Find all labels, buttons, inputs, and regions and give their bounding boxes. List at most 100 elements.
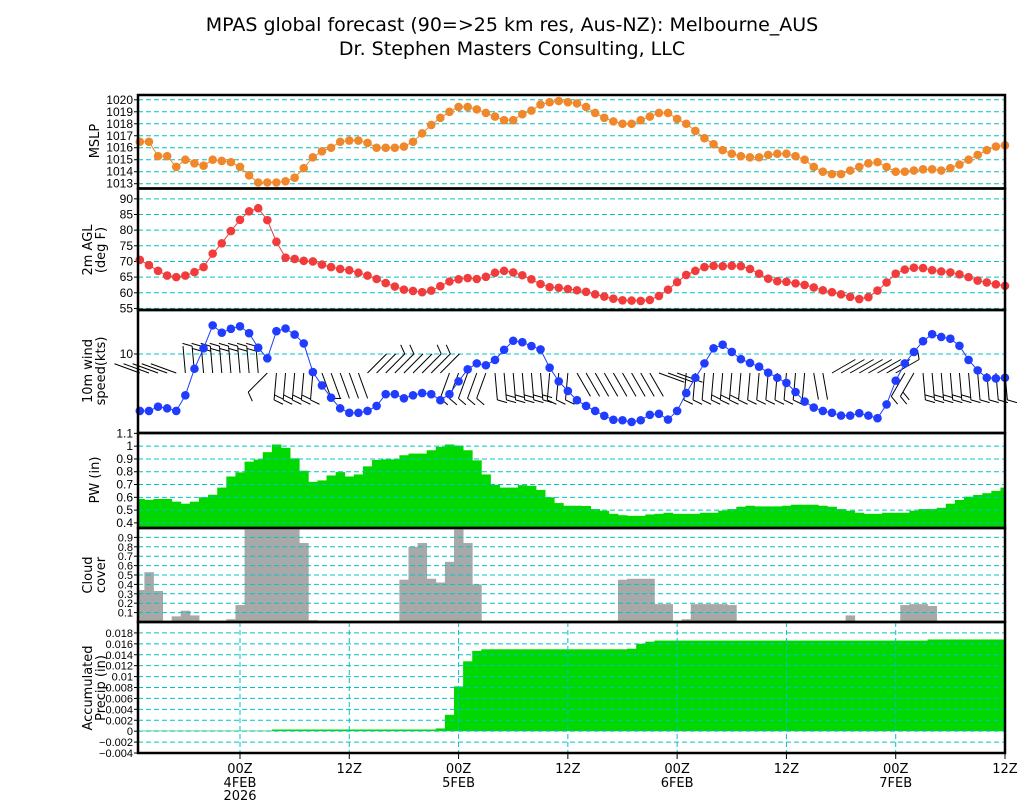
wind-barb (631, 372, 646, 397)
wind-barb (977, 372, 990, 404)
data-point (681, 388, 691, 398)
y-tick-label: 55 (120, 301, 134, 315)
data-point (527, 341, 536, 351)
wind-barb (367, 353, 387, 374)
bar (426, 729, 437, 732)
data-point (727, 261, 737, 271)
wind-barb (576, 372, 591, 397)
bar (417, 453, 428, 528)
data-point (882, 400, 891, 409)
bar (681, 640, 692, 732)
bar (991, 490, 1001, 528)
data-point (672, 406, 682, 416)
data-point (663, 285, 673, 294)
bar (736, 640, 746, 732)
data-point (235, 162, 245, 172)
y-tick-label: 80 (120, 223, 134, 237)
data-point (263, 354, 272, 363)
wind-barb (247, 372, 268, 402)
wind-barb (931, 372, 945, 404)
bar (144, 572, 154, 622)
bar (426, 450, 437, 528)
bar (781, 505, 792, 528)
data-point (791, 387, 800, 397)
bar (636, 515, 646, 528)
data-point (973, 150, 982, 160)
bar (162, 730, 173, 732)
wind-barb (412, 353, 433, 374)
wind-barb (376, 353, 397, 374)
bar (745, 640, 755, 732)
data-point (217, 156, 227, 166)
data-point (800, 155, 809, 165)
bar (381, 459, 391, 528)
data-point (946, 163, 955, 173)
bar (180, 610, 191, 622)
data-point (946, 268, 955, 277)
x-tick-date: 4FEB (224, 776, 257, 791)
data-point (235, 215, 245, 225)
data-point (472, 105, 482, 114)
data-point (754, 362, 764, 372)
wind-barb (949, 372, 963, 404)
y-tick-label: 1017 (106, 129, 133, 143)
wind-barb (182, 346, 186, 374)
data-point (436, 113, 445, 123)
bar (909, 640, 919, 732)
bar (326, 729, 337, 732)
data-point (399, 142, 409, 151)
data-point (791, 151, 800, 161)
data-point (627, 296, 636, 305)
data-point (363, 406, 372, 416)
wind-barb (540, 372, 553, 404)
bar (699, 512, 710, 528)
wind-barb (801, 372, 806, 400)
data-point (436, 281, 445, 291)
data-point (290, 254, 299, 264)
data-point (909, 166, 919, 175)
data-point (609, 415, 618, 425)
data-point (317, 260, 327, 269)
data-point (518, 337, 527, 347)
bar (171, 730, 182, 732)
data-point (390, 143, 400, 153)
y-tick-label: 0.8 (118, 542, 133, 554)
data-point (754, 153, 764, 162)
data-point (217, 239, 227, 248)
wind-barb (421, 344, 442, 374)
y-axis-label: Precip (in) (94, 655, 109, 721)
bar (463, 661, 473, 732)
data-point (454, 275, 463, 284)
data-point (162, 404, 172, 413)
panel-frame (136, 620, 1007, 755)
bar (727, 605, 737, 622)
data-point (190, 267, 199, 277)
bar (991, 639, 1001, 732)
data-point (554, 96, 564, 106)
bar (171, 616, 182, 622)
series-line (139, 100, 1006, 184)
bar (645, 514, 655, 528)
data-point (845, 292, 855, 302)
data-point (226, 324, 236, 334)
bar (344, 476, 355, 528)
wind-barb (890, 372, 906, 405)
bar (217, 487, 227, 528)
bar (690, 640, 701, 732)
data-point (263, 215, 272, 225)
chart-subtitle: Dr. Stephen Masters Consulting, LLC (339, 38, 685, 60)
wind-barb (747, 372, 757, 405)
data-point (681, 119, 691, 129)
data-point (463, 364, 472, 374)
bar (490, 484, 500, 528)
bar (627, 515, 637, 528)
data-point (927, 329, 937, 339)
data-point (727, 149, 737, 159)
y-tick-label: 0.4 (118, 579, 133, 591)
data-point (654, 291, 664, 301)
data-point (927, 265, 937, 275)
bar (800, 504, 810, 528)
